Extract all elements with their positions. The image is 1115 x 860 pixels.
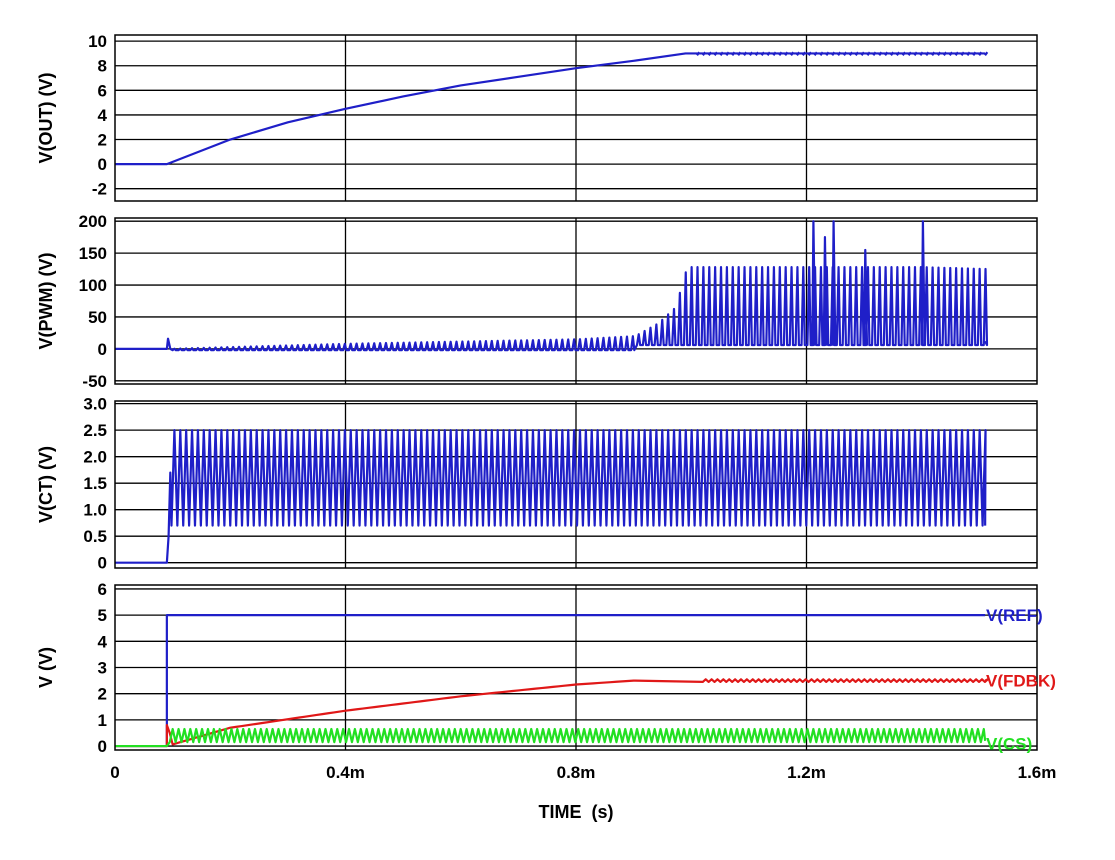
x-axis-label: TIME (s) (539, 802, 614, 822)
series-label-vcs: V(CS) (986, 734, 1032, 753)
y-tick-label-p3-5: 0.5 (83, 527, 107, 546)
y-tick-label-p1-2: 6 (98, 81, 107, 100)
series-line-vct (115, 429, 987, 564)
x-tick-label-1: 0.4m (326, 763, 365, 782)
series-label-vref: V(REF) (986, 606, 1043, 625)
plot-frame-2 (114, 217, 1038, 385)
plot-frame-1 (114, 34, 1038, 202)
y-axis-label-p1: V(OUT) (V) (36, 73, 56, 164)
series-line-vfdbk (115, 678, 989, 748)
x-tick-label-3: 1.2m (787, 763, 826, 782)
y-tick-label-p3-2: 2.0 (83, 448, 107, 467)
y-tick-label-p3-4: 1.0 (83, 501, 107, 520)
y-tick-label-p1-4: 2 (98, 131, 107, 150)
y-tick-label-p2-1: 150 (79, 244, 107, 263)
x-tick-label-0: 0 (110, 763, 119, 782)
y-tick-label-p2-5: -50 (82, 372, 107, 391)
y-tick-label-p1-3: 4 (98, 106, 108, 125)
y-tick-label-p4-6: 0 (98, 737, 107, 756)
y-tick-label-p4-4: 2 (98, 685, 107, 704)
plot-frame-4 (114, 584, 1038, 751)
y-tick-label-p1-6: -2 (92, 180, 107, 199)
y-tick-label-p1-5: 0 (98, 155, 107, 174)
series-line-vpwm (115, 220, 989, 352)
y-tick-label-p3-0: 3.0 (83, 395, 107, 414)
y-tick-label-p3-1: 2.5 (83, 421, 107, 440)
series-line-vcs (115, 727, 987, 748)
y-tick-label-p3-6: 0 (98, 554, 107, 573)
y-axis-label-p3: V(CT) (V) (36, 446, 56, 523)
plot-frame-3 (114, 400, 1038, 569)
x-tick-label-4: 1.6m (1018, 763, 1057, 782)
y-axis-label-p2: V(PWM) (V) (36, 253, 56, 350)
y-tick-label-p4-5: 1 (98, 711, 107, 730)
series-line-vout (115, 51, 989, 166)
y-tick-label-p1-0: 10 (88, 32, 107, 51)
y-tick-label-p4-2: 4 (98, 632, 108, 651)
x-tick-label-2: 0.8m (557, 763, 596, 782)
y-tick-label-p4-1: 5 (98, 606, 107, 625)
y-axis-label-p4: V (V) (36, 647, 56, 688)
y-tick-label-p4-3: 3 (98, 659, 107, 678)
y-tick-label-p2-2: 100 (79, 276, 107, 295)
y-tick-label-p1-1: 8 (98, 57, 107, 76)
y-tick-label-p2-0: 200 (79, 212, 107, 231)
y-tick-label-p4-0: 6 (98, 580, 107, 599)
series-label-vfdbk: V(FDBK) (986, 672, 1056, 691)
y-tick-label-p2-4: 0 (98, 340, 107, 359)
y-tick-label-p3-3: 1.5 (83, 474, 107, 493)
y-tick-label-p2-3: 50 (88, 308, 107, 327)
